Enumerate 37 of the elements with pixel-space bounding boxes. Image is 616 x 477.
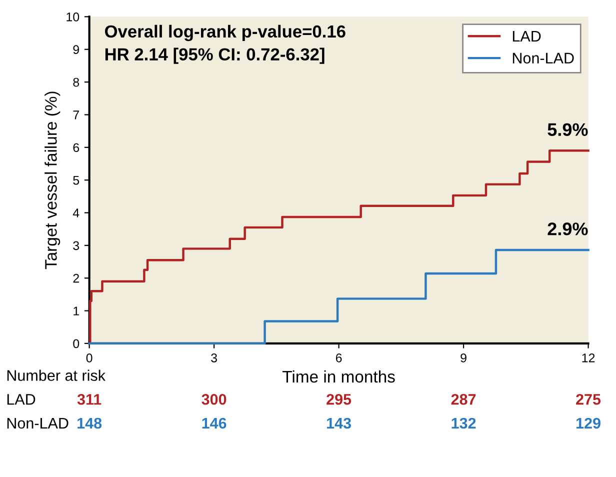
text: LAD: [7, 394, 36, 405]
y-tick-label: 3: [73, 241, 80, 250]
text: 295: [326, 394, 352, 405]
text: 129: [576, 418, 600, 429]
x-tick-label: 0: [86, 353, 92, 362]
y-tick-label: 10: [66, 12, 80, 22]
text: 311: [77, 394, 102, 405]
text: HR 2.14 [95% CI: 0.72-6.32]: [105, 48, 324, 64]
x-axis-title: Time in months: [282, 370, 395, 383]
y-tick-label: 7: [73, 110, 79, 120]
text: 148: [78, 418, 102, 429]
annotation: 2.9%: [548, 222, 588, 236]
text: 275: [576, 394, 601, 405]
chart-title: Overall log-rank p-value=0.16: [105, 24, 346, 42]
y-tick-label: 2: [73, 274, 79, 283]
text: 287: [451, 394, 476, 405]
x-tick-label: 3: [211, 353, 217, 362]
text: 146: [202, 418, 226, 429]
text: Non-LAD: [7, 418, 68, 429]
y-tick-label: 0: [73, 339, 80, 348]
annotation: 5.9%: [548, 123, 588, 136]
y-axis-title: Target vessel failure (%): [44, 92, 60, 270]
text: Number at risk: [7, 370, 106, 381]
y-tick-label: 5: [73, 176, 80, 185]
legend-label: Non-LAD: [512, 52, 574, 64]
text: 143: [327, 418, 351, 429]
y-tick-label: 1: [74, 306, 79, 316]
x-tick-label: 12: [582, 353, 595, 362]
legend-label: LAD: [512, 31, 541, 42]
x-tick-label: 9: [460, 353, 466, 362]
y-tick-label: 4: [72, 208, 80, 218]
y-tick-label: 9: [73, 45, 80, 54]
text: 300: [202, 394, 226, 405]
y-tick-label: 8: [73, 78, 80, 87]
y-tick-label: 6: [73, 143, 80, 152]
text: 132: [452, 418, 476, 429]
x-tick-label: 6: [336, 353, 342, 362]
